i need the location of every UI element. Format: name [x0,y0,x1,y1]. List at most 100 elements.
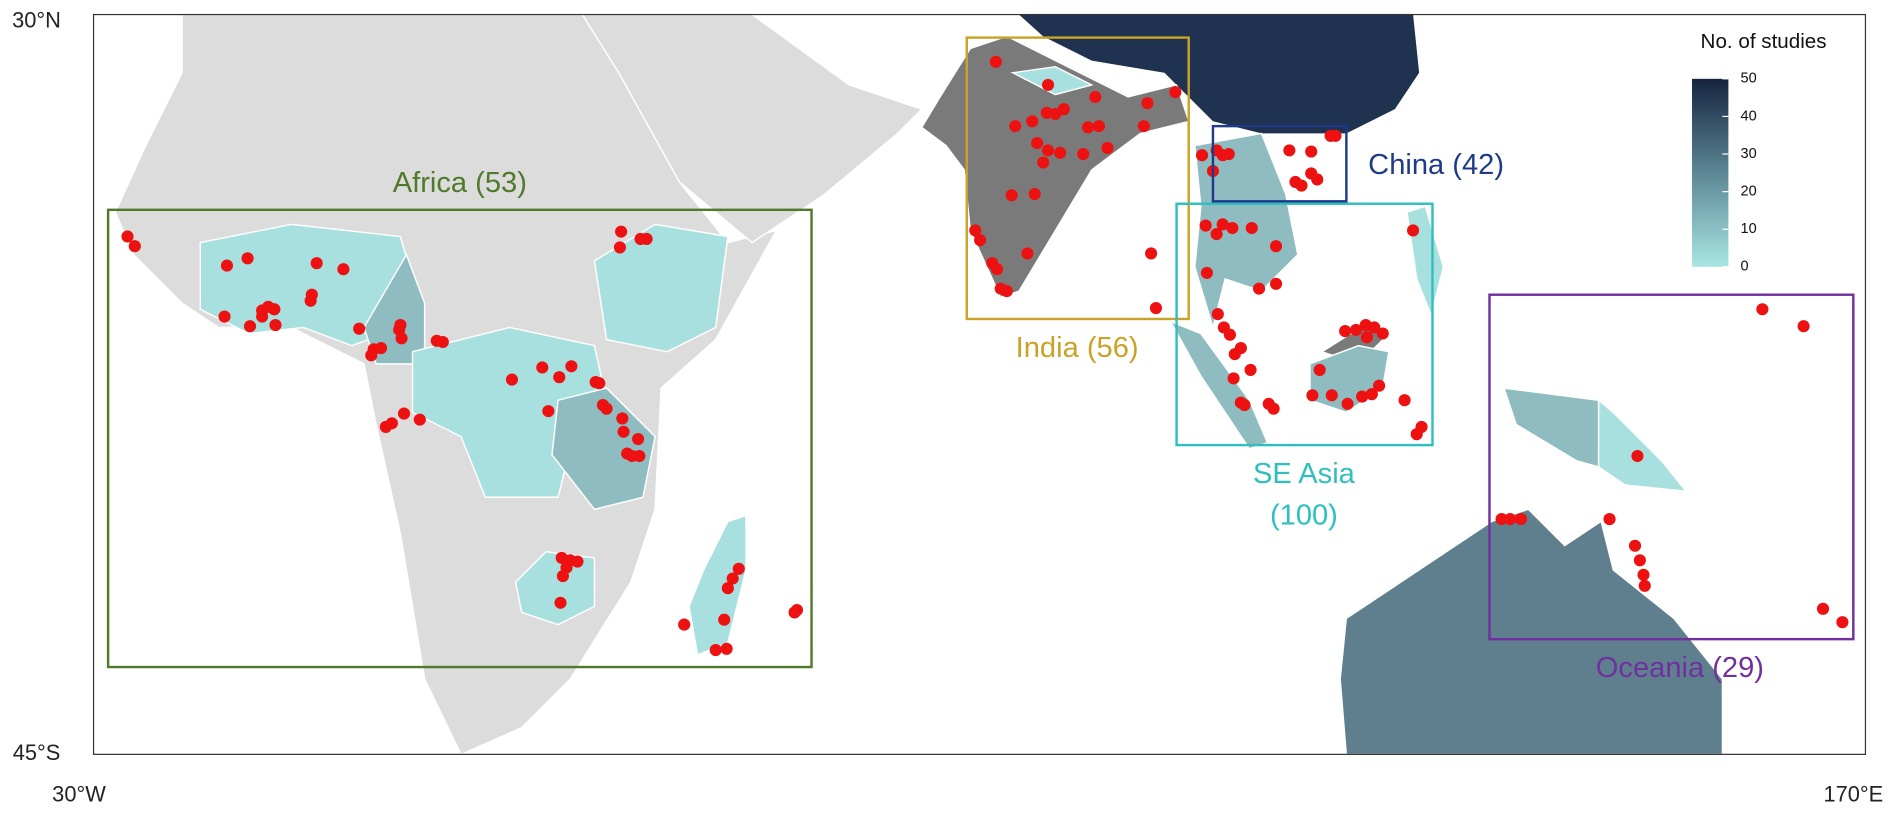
legend-title: No. of studies [1701,30,1827,53]
study-site [633,449,646,463]
study-site [1398,394,1411,407]
study-site [397,407,411,420]
study-site [1245,221,1258,235]
study-site [505,373,519,386]
study-site [1092,120,1106,133]
study-site [1244,363,1257,376]
study-site [1223,328,1237,341]
study-site [632,432,645,446]
study-site [1195,149,1209,162]
study-site [1200,266,1213,279]
study-site [353,322,366,335]
study-site [1365,388,1378,401]
study-site [243,320,257,333]
study-site [1756,303,1769,316]
study-site [218,310,231,323]
study-site [1026,115,1039,128]
study-site [1145,247,1158,260]
study-site [1360,331,1374,344]
study-site [1021,247,1034,260]
study-site [553,371,566,384]
study-site [1169,86,1182,99]
east-africa [593,223,729,353]
legend-tick-label: 40 [1741,108,1757,124]
india-box [965,36,1190,321]
study-site [556,570,569,583]
study-site [554,596,567,609]
oceania-box [1488,293,1855,641]
study-site [1410,428,1423,441]
study-site [1216,218,1229,231]
study-site [600,402,613,415]
study-site [1009,120,1022,133]
study-site [726,572,739,585]
study-site [1089,90,1102,104]
study-site [1514,513,1528,526]
study-site [1368,321,1381,334]
study-site [1306,389,1319,402]
study-site [788,606,801,619]
study-site [1037,156,1050,169]
study-site [1305,145,1318,158]
study-site [571,555,584,568]
sumatra [1168,319,1269,450]
study-site [1149,301,1163,315]
study-site [1504,513,1517,526]
study-site [1638,579,1651,592]
study-site [1252,282,1266,295]
study-site [1283,144,1296,157]
study-site [1329,129,1342,142]
study-site [969,224,982,237]
legend-tick-label: 0 [1741,259,1749,275]
study-site [536,361,549,374]
legend-tick-label: 50 [1741,71,1757,87]
china-box [1211,124,1348,203]
tanzania [551,387,656,511]
lon-label: 170°E [1823,781,1883,806]
study-site [1211,308,1224,321]
study-site [269,318,282,332]
study-site [1373,379,1386,392]
study-site [1210,228,1223,241]
study-site [565,360,578,373]
study-site [1228,348,1241,361]
study-site [394,318,407,332]
study-site [593,377,606,390]
study-site [1269,277,1283,290]
study-site [1031,137,1044,150]
study-site [1000,285,1013,298]
region-boxes [106,36,1855,669]
study-site [615,225,628,238]
legend-tick-label: 10 [1741,221,1757,237]
study-site [1101,141,1114,155]
study-site [1356,390,1369,403]
study-site [732,562,745,575]
arabia [581,14,924,244]
study-site [310,257,323,270]
study-site [128,240,141,253]
region-label: Oceania (29) [1596,652,1764,684]
legend-tick-label: 30 [1741,146,1757,162]
study-site [413,413,426,426]
study-site [268,303,281,316]
study-site [1077,147,1090,161]
study-site [1028,187,1041,201]
study-site [374,342,388,355]
zimbabwe [514,551,596,626]
study-site [678,618,691,631]
study-site [1295,179,1308,192]
study-site [1041,144,1055,157]
study-site [1216,149,1229,162]
study-site [1199,219,1212,232]
philippines [1406,205,1445,318]
colorbar [1692,78,1729,267]
study-site [1341,397,1354,410]
study-site [365,349,378,362]
legend-tick-label: 20 [1741,183,1757,199]
study-site [1227,372,1240,385]
study-site [304,294,317,307]
study-site [1005,189,1018,202]
region-label: China (42) [1368,149,1504,181]
africa-box [106,208,813,669]
